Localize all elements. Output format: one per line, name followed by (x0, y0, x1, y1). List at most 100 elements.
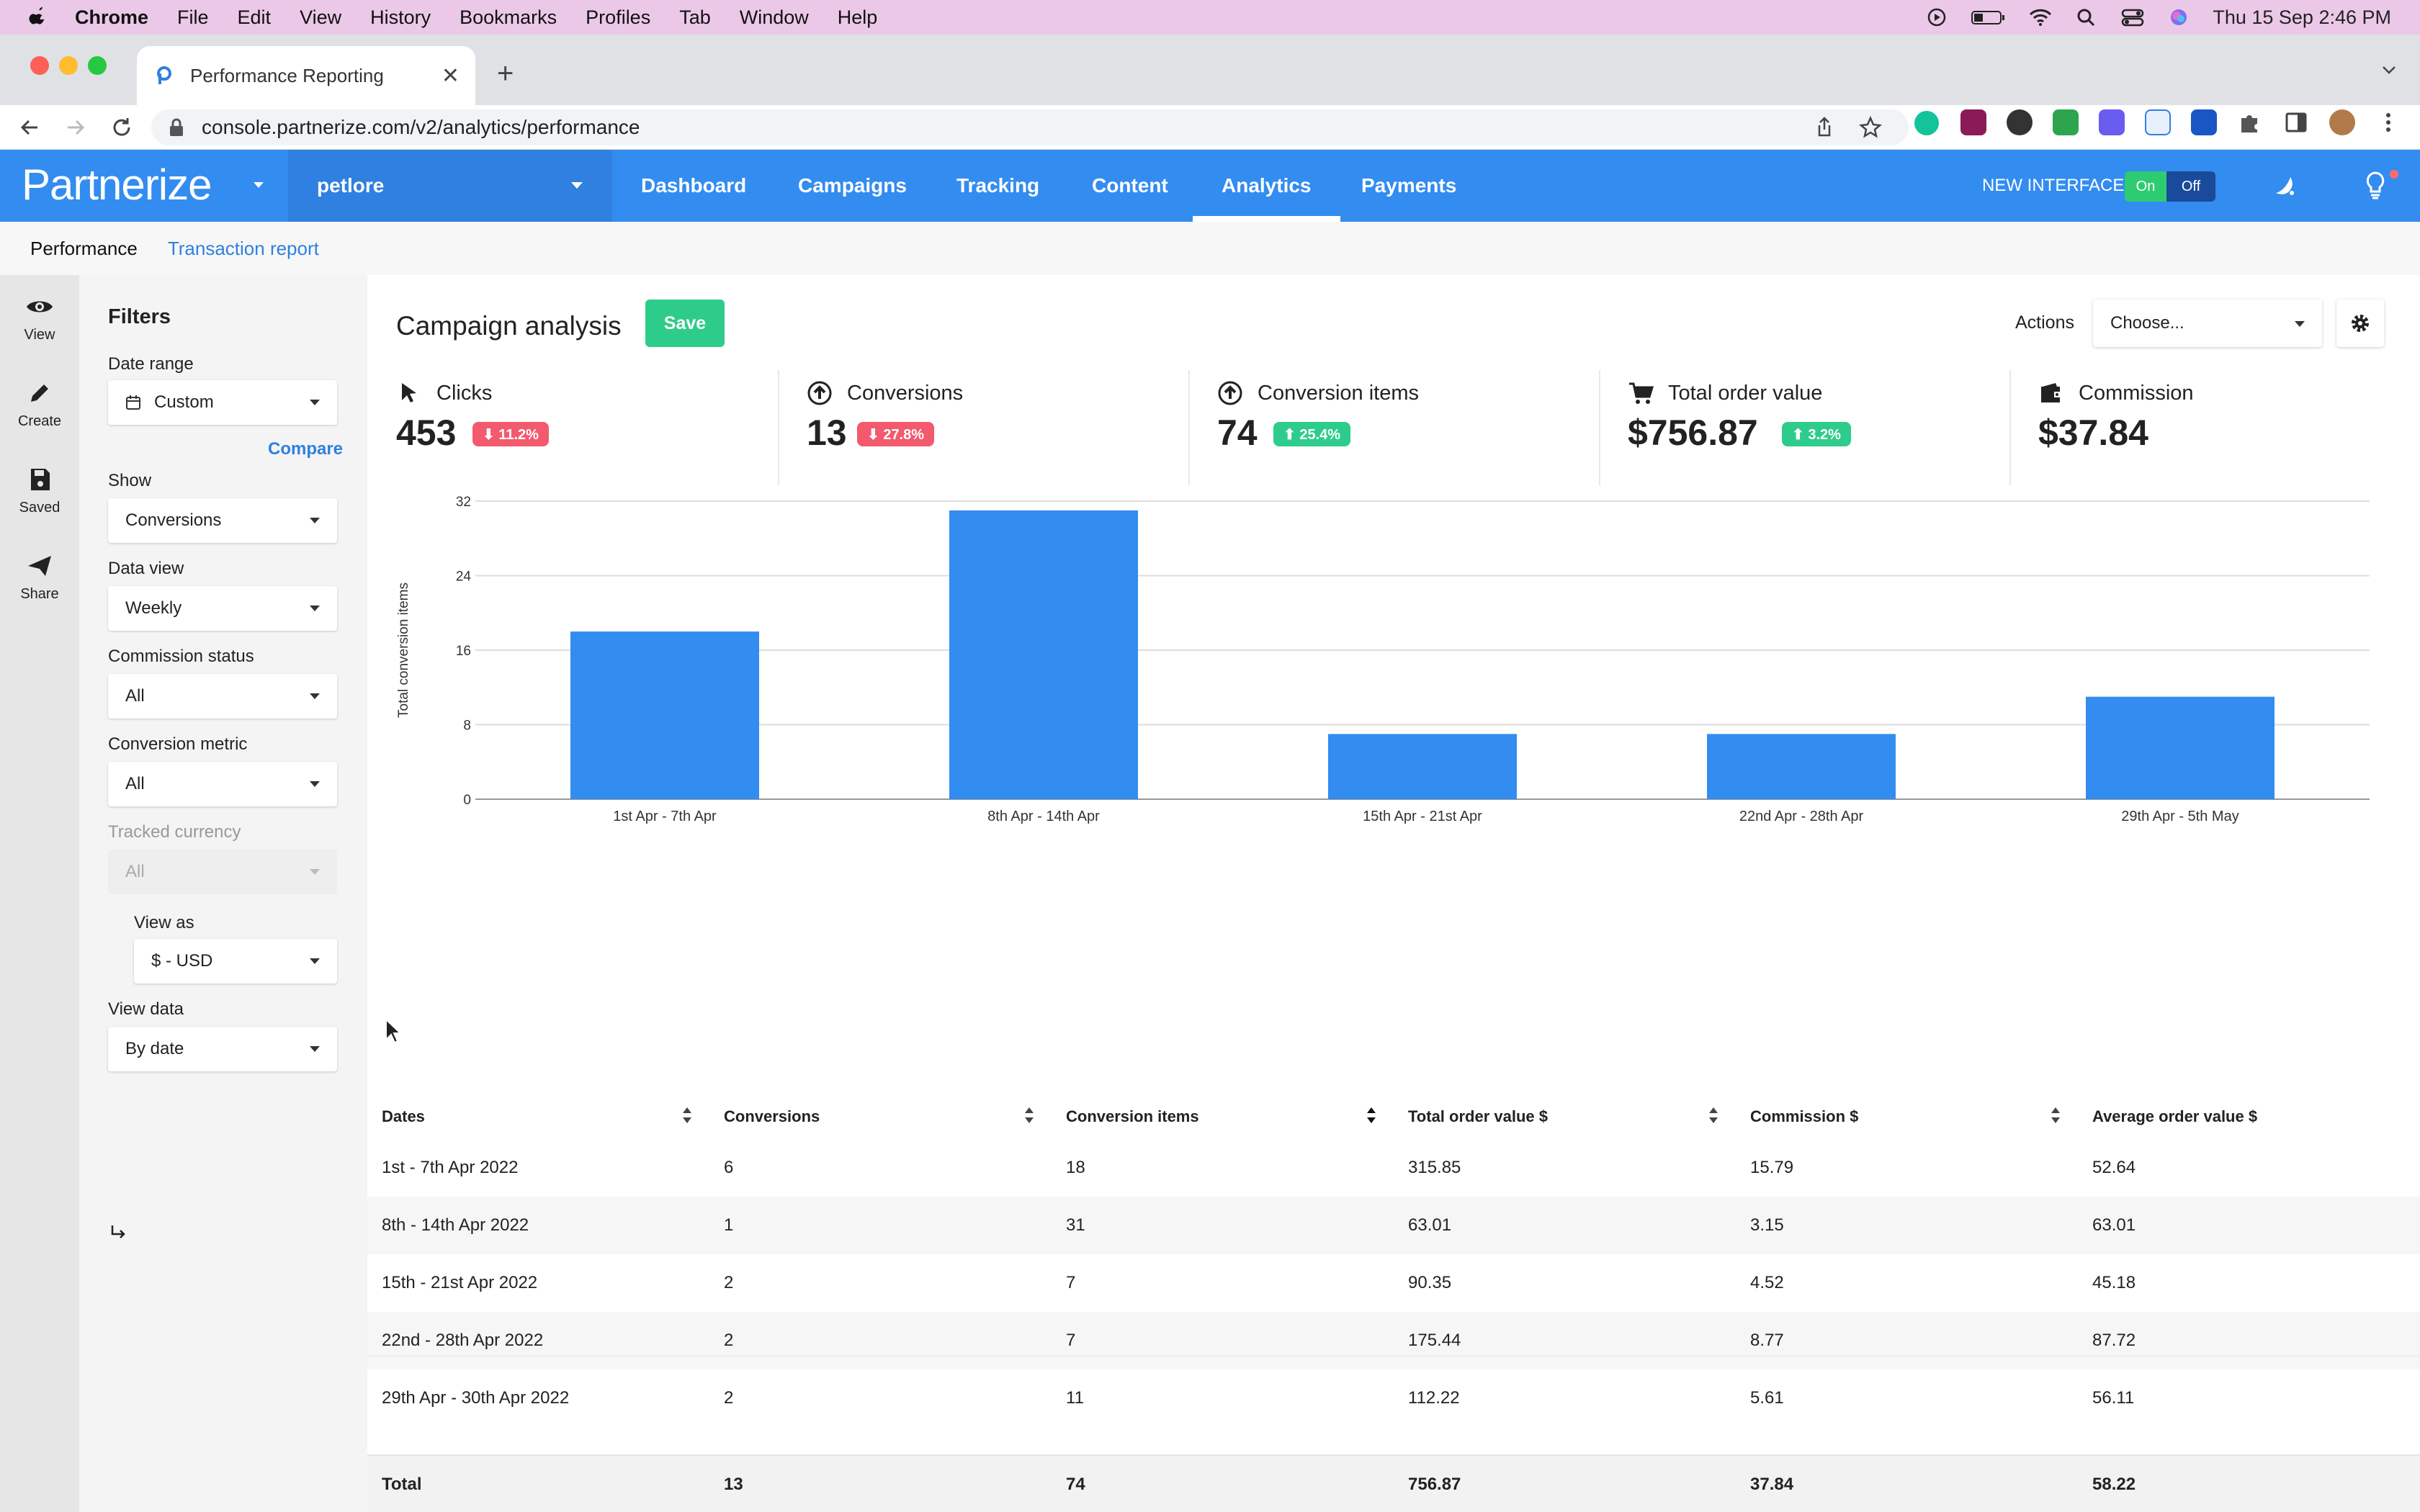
bookmark-star-icon[interactable] (1858, 115, 1883, 140)
extension-icon-5[interactable] (2099, 109, 2125, 135)
new-tab-icon[interactable]: + (497, 58, 514, 89)
menu-tab[interactable]: Tab (679, 6, 711, 28)
apple-icon[interactable] (27, 6, 49, 28)
rail-saved-button[interactable]: Saved (0, 467, 79, 516)
menu-window[interactable]: Window (739, 6, 809, 28)
chrome-menu-icon[interactable] (2375, 109, 2401, 135)
nav-content[interactable]: Content (1092, 174, 1168, 197)
save-button[interactable]: Save (645, 300, 725, 347)
col-header-average-order-value[interactable]: Average order value $ (2078, 1080, 2420, 1139)
extensions-puzzle-icon[interactable] (2237, 109, 2263, 135)
extension-icon-7[interactable] (2191, 109, 2217, 135)
spotlight-icon[interactable] (2074, 6, 2099, 28)
menu-file[interactable]: File (177, 6, 209, 28)
tab-close-icon[interactable]: ✕ (441, 63, 460, 88)
logo-chevron-down-icon[interactable] (252, 180, 265, 190)
notifications-icon[interactable] (2270, 171, 2299, 200)
sort-icon[interactable] (682, 1106, 692, 1125)
side-panel-icon[interactable] (2283, 109, 2309, 135)
nav-campaigns[interactable]: Campaigns (798, 174, 907, 197)
commission-status-select[interactable]: All (108, 674, 337, 719)
chart-bar[interactable] (2086, 696, 2275, 799)
menu-app-name[interactable]: Chrome (75, 6, 149, 28)
rail-create-label: Create (17, 413, 62, 429)
extension-icon-3[interactable] (2007, 109, 2033, 135)
control-center-icon[interactable] (2120, 6, 2145, 28)
data-view-select[interactable]: Weekly (108, 586, 337, 631)
rail-create-button[interactable]: Create (0, 380, 79, 430)
show-select[interactable]: Conversions (108, 498, 337, 543)
subnav-performance[interactable]: Performance (30, 237, 138, 259)
extension-icon-2[interactable] (1960, 109, 1986, 135)
forward-arrow-icon[interactable] (63, 115, 88, 140)
subnav-transaction-report[interactable]: Transaction report (167, 237, 319, 259)
sort-icon[interactable] (1024, 1106, 1034, 1125)
col-header-conversion-items[interactable]: Conversion items (1052, 1080, 1394, 1139)
chart-bar[interactable] (1328, 734, 1517, 799)
nav-payments[interactable]: Payments (1361, 174, 1457, 197)
extension-icon-4[interactable] (2053, 109, 2079, 135)
nav-analytics[interactable]: Analytics (1193, 150, 1340, 222)
grammarly-extension-icon[interactable] (1914, 111, 1939, 135)
date-range-select[interactable]: Custom (108, 380, 337, 425)
sort-icon[interactable] (1708, 1106, 1718, 1125)
lightbulb-icon[interactable] (2362, 170, 2388, 200)
view-as-value: $ - USD (151, 951, 213, 971)
menu-help[interactable]: Help (837, 6, 878, 28)
conversion-icon (807, 381, 832, 405)
cell-commission: 15.79 (1750, 1158, 1794, 1177)
url-text[interactable]: console.partnerize.com/v2/analytics/perf… (202, 116, 640, 138)
sort-icon[interactable] (1366, 1106, 1376, 1125)
view-data-value: By date (125, 1039, 184, 1058)
play-icon[interactable] (1924, 6, 1949, 28)
extension-icon-6[interactable] (2145, 109, 2171, 135)
col-header-dates[interactable]: Dates (367, 1080, 709, 1139)
compare-link[interactable]: Compare (268, 439, 344, 459)
view-as-select[interactable]: $ - USD (134, 939, 337, 984)
menu-edit[interactable]: Edit (237, 6, 272, 28)
menu-view[interactable]: View (300, 6, 342, 28)
menu-bookmarks[interactable]: Bookmarks (460, 6, 557, 28)
cell-total-order-value: 63.01 (1408, 1215, 1452, 1235)
toggle-off[interactable]: Off (2166, 171, 2215, 202)
battery-icon[interactable] (1971, 6, 2007, 28)
col-header-conversions[interactable]: Conversions (709, 1080, 1052, 1139)
new-interface-toggle[interactable]: On Off (2125, 171, 2215, 202)
tab-search-chevron-icon[interactable] (2380, 60, 2398, 79)
address-bar[interactable]: console.partnerize.com/v2/analytics/perf… (151, 109, 1909, 145)
cell-conversion-items: 31 (1066, 1215, 1085, 1235)
menubar-datetime[interactable]: Thu 15 Sep 2:46 PM (2213, 6, 2391, 28)
chart-bar[interactable] (949, 510, 1138, 799)
rail-view-button[interactable]: View (0, 294, 79, 343)
settings-button[interactable] (2336, 300, 2384, 347)
partnerize-logo[interactable]: Partnerize (22, 161, 212, 209)
wifi-icon[interactable] (2028, 6, 2053, 28)
lock-icon[interactable] (169, 118, 184, 137)
toggle-on[interactable]: On (2125, 171, 2166, 202)
cell-total-average-order-value: 58.22 (2092, 1475, 2136, 1494)
menu-history[interactable]: History (370, 6, 431, 28)
siri-icon[interactable] (2166, 6, 2191, 28)
account-switcher[interactable]: petlore (288, 150, 612, 222)
actions-select[interactable]: Choose... (2093, 300, 2322, 347)
window-close-button[interactable] (30, 56, 49, 75)
reload-icon[interactable] (109, 115, 134, 140)
col-header-total-order-value[interactable]: Total order value $ (1394, 1080, 1736, 1139)
window-zoom-button[interactable] (88, 56, 107, 75)
conversion-metric-select[interactable]: All (108, 762, 337, 806)
nav-tracking[interactable]: Tracking (956, 174, 1040, 197)
col-header-commission[interactable]: Commission $ (1736, 1080, 2078, 1139)
nav-dashboard[interactable]: Dashboard (641, 174, 747, 197)
profile-avatar[interactable] (2329, 109, 2355, 135)
chart-bar[interactable] (570, 631, 759, 799)
new-interface-label: NEW INTERFACE (1982, 176, 2125, 195)
browser-tab[interactable]: Performance Reporting ✕ (137, 46, 475, 105)
back-arrow-icon[interactable] (17, 115, 42, 140)
view-data-select[interactable]: By date (108, 1027, 337, 1071)
sort-icon[interactable] (2051, 1106, 2061, 1125)
share-page-icon[interactable] (1812, 115, 1837, 140)
window-minimize-button[interactable] (59, 56, 78, 75)
menu-profiles[interactable]: Profiles (586, 6, 651, 28)
chart-bar[interactable] (1707, 734, 1896, 799)
rail-share-button[interactable]: Share (0, 553, 79, 603)
